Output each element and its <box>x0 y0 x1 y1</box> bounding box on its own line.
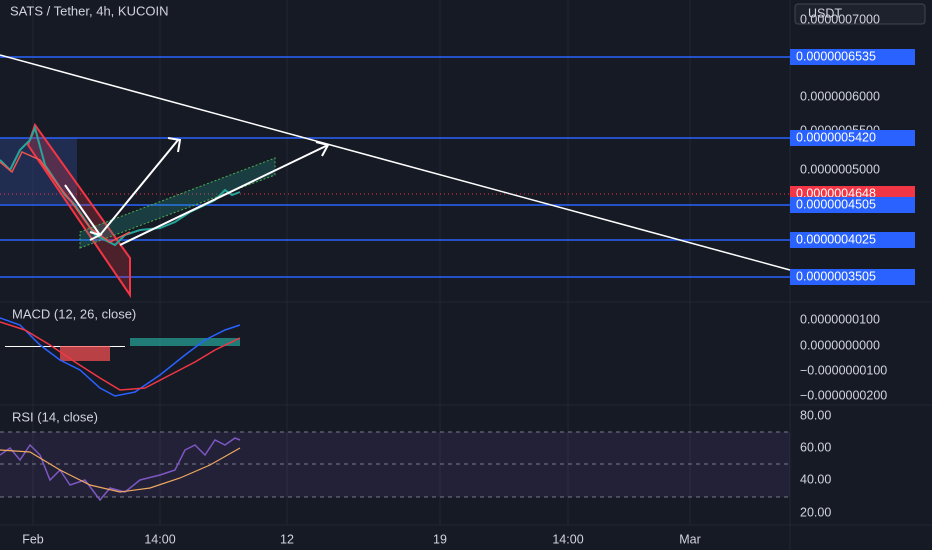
price-action-red <box>0 151 131 243</box>
rsi-tick: 60.00 <box>800 440 831 454</box>
level-label: 0.0000003505 <box>796 269 876 283</box>
rsi-ma <box>0 447 241 493</box>
time-axis: Feb 14:00 12 19 14:00 Mar <box>22 532 701 546</box>
signal-line <box>0 321 241 391</box>
rsi-label: RSI (14, close) <box>12 409 98 424</box>
ascending-channel <box>79 157 276 249</box>
price-tick: 0.0000007000 <box>800 12 880 26</box>
currency[interactable]: USDT <box>808 6 842 20</box>
time-tick: 14:00 <box>144 532 175 546</box>
rsi-line <box>0 437 241 502</box>
rsi-bounds <box>0 431 790 498</box>
macd-histogram <box>5 338 240 361</box>
price-tick: 0.0000005000 <box>800 162 880 176</box>
symbol-title: SATS / Tether, 4h, KUCOIN <box>10 3 168 18</box>
time-tick: 12 <box>280 532 294 546</box>
level-label: 0.0000005420 <box>796 130 876 144</box>
macd-tick: −0.0000000200 <box>800 388 887 402</box>
macd-tick: −0.0000000100 <box>800 363 887 377</box>
macd-tick: 0.0000000100 <box>800 312 880 326</box>
price-tick: 0.0000006000 <box>800 89 880 103</box>
currency-box[interactable] <box>794 3 926 25</box>
level-label: 0.0000004025 <box>796 232 876 246</box>
time-tick: 14:00 <box>552 532 583 546</box>
time-tick: Mar <box>679 532 701 546</box>
rsi-tick: 40.00 <box>800 472 831 486</box>
level-label: 0.0000006535 <box>796 49 876 63</box>
level-labels: 0.0000006535 0.0000005420 0.0000004648 0… <box>790 49 915 285</box>
trend-line <box>0 54 791 271</box>
rsi-tick: 20.00 <box>800 505 831 519</box>
level-lines <box>0 56 790 278</box>
time-tick: 19 <box>433 532 447 546</box>
time-tick: Feb <box>22 532 44 546</box>
macd-tick: 0.0000000000 <box>800 338 880 352</box>
macd-label: MACD (12, 26, close) <box>12 306 136 321</box>
last-price-label: 0.0000004648 <box>796 186 876 200</box>
macd-line <box>0 317 241 397</box>
projection-arrows <box>64 137 330 246</box>
rsi-tick: 80.00 <box>800 408 831 422</box>
level-label: 0.0000004505 <box>796 197 876 211</box>
